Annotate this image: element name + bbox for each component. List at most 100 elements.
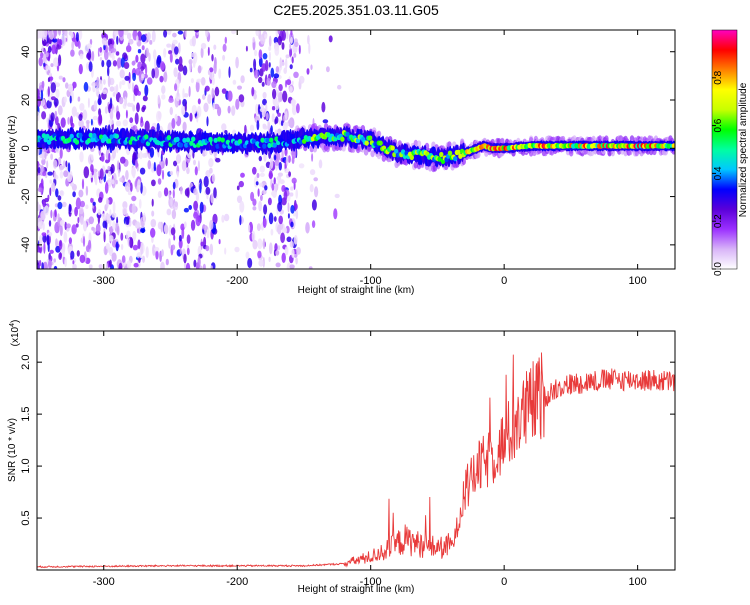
spectrogram-core-cell [400, 149, 406, 155]
spectrogram-noise-cell [63, 30, 68, 37]
spectrogram-noise-cell [70, 32, 74, 39]
spectrogram-noise-cell [278, 215, 284, 225]
spectrogram-noise-cell [177, 42, 181, 54]
spectrogram-noise-cell [160, 153, 163, 162]
spectrogram-noise-cell [214, 86, 220, 97]
spectrogram-noise-cell [66, 223, 71, 229]
spectrogram-noise-cell [314, 186, 319, 198]
spectrogram-noise-cell [223, 213, 230, 222]
spectrogram-noise-cell [131, 60, 136, 66]
spectrogram-noise-cell [204, 225, 207, 237]
snr-frame [36, 330, 676, 571]
spectrogram-noise-cell [44, 205, 49, 216]
spectrogram-noise-cell [261, 81, 265, 87]
spectrogram-noise-cell [92, 115, 98, 121]
spectrogram-noise-cell [249, 124, 255, 132]
spectrogram-noise-cell [295, 209, 299, 220]
spectrogram-noise-cell [52, 159, 58, 169]
spectrogram-noise-cell [337, 84, 342, 90]
spectrogram-noise-cell [190, 78, 194, 84]
spectrogram-noise-cell [262, 53, 268, 60]
spectrogram-noise-cell [306, 68, 310, 75]
spectrogram-noise-cell [277, 92, 281, 103]
spectrogram-core-cell [390, 145, 395, 151]
spectrogram-noise-cell [273, 154, 277, 161]
spectrogram-noise-cell [174, 201, 178, 208]
spectrogram-noise-cell [141, 153, 146, 159]
spectrogram-noise-cell [250, 191, 255, 202]
spectrogram-noise-cell [116, 225, 120, 236]
spectrogram-core-cell [378, 140, 383, 146]
spectrogram-noise-cell [90, 118, 93, 126]
spectrogram-noise-cell [111, 212, 117, 218]
spectrogram-noise-cell [85, 204, 89, 210]
spectrogram-noise-cell [318, 159, 323, 169]
spectrogram-noise-cell [151, 198, 154, 207]
spectrogram-noise-cell [237, 85, 242, 90]
spectrogram-noise-cell [191, 52, 196, 58]
spectrogram-noise-cell [200, 47, 204, 59]
spectrogram-noise-cell [108, 104, 111, 114]
spectrogram-noise-cell [183, 261, 187, 269]
spectrogram-halo-cell [325, 145, 330, 153]
spectrogram-noise-cell [126, 45, 132, 53]
spectrogram-noise-cell [194, 166, 198, 176]
spectrogram-noise-cell [283, 190, 288, 202]
spectrogram-noise-cell [64, 257, 67, 268]
spectrogram-noise-cell [58, 54, 62, 66]
spectrogram-noise-cell [182, 65, 188, 76]
snr-x-tick-label: -200 [226, 576, 248, 588]
spectrogram-noise-cell [108, 246, 114, 257]
spectrogram-noise-cell [110, 48, 117, 53]
spectrogram-core-cell [439, 151, 444, 158]
spectrogram-noise-cell [109, 77, 115, 86]
spectrogram-noise-cell [92, 84, 96, 93]
spectrogram-noise-cell [174, 46, 179, 55]
spectrogram-noise-cell [287, 202, 290, 213]
spectrogram-noise-cell [99, 168, 104, 181]
spectrogram-noise-cell [122, 119, 128, 127]
snr-scale-text: (x10 [10, 326, 21, 346]
spectrogram-y-tick-label: -40 [20, 237, 32, 253]
spectrogram-noise-cell [72, 260, 75, 265]
snr-panel: -300 -200 -100 0 100 0.5 1.0 1.5 2.0 Height of … [7, 320, 676, 595]
spectrogram-noise-cell [268, 51, 271, 62]
spectrogram-noise-cell [136, 35, 139, 43]
spectrogram-noise-cell [197, 98, 201, 105]
spectrogram-noise-cell [284, 246, 289, 256]
spectrogram-noise-cell [126, 260, 132, 269]
spectrogram-core-cell [40, 139, 45, 145]
spectrogram-noise-cell [125, 109, 128, 119]
spectrogram-noise-cell [207, 46, 210, 57]
spectrogram-noise-cell [77, 96, 81, 102]
spectrogram-noise-cell [71, 224, 77, 235]
spectrogram-noise-cell [107, 170, 112, 177]
spectrogram-noise-cell [224, 36, 227, 44]
spectrogram-noise-cell [200, 241, 204, 247]
spectrogram-noise-cell [172, 32, 177, 38]
spectrogram-noise-cell [91, 169, 94, 176]
spectrogram-noise-cell [156, 164, 162, 177]
spectrogram-noise-cell [174, 113, 178, 122]
spectrogram-noise-cell [289, 192, 294, 197]
spectrogram-noise-cell [285, 54, 290, 59]
spectrogram-noise-cell [205, 245, 210, 252]
spectrogram-core-cell [78, 132, 83, 138]
spectrogram-noise-cell [121, 79, 126, 86]
spectrogram-noise-cell [278, 84, 283, 92]
spectrogram-core-cell [225, 139, 231, 145]
spectrogram-noise-cell [277, 30, 281, 35]
spectrogram-noise-cell [268, 35, 272, 47]
spectrogram-noise-cell [48, 72, 53, 77]
spectrogram-core-cell [453, 156, 458, 162]
spectrogram-noise-cell [54, 209, 57, 218]
spectrogram-noise-cell [163, 187, 169, 197]
spectrogram-noise-cell [140, 228, 146, 233]
spectrogram-x-tick-label: -100 [360, 275, 382, 287]
spectrogram-noise-cell [141, 73, 145, 79]
spectrogram-noise-cell [132, 244, 139, 251]
spectrogram-noise-cell [65, 82, 69, 89]
spectrogram-noise-cell [183, 93, 189, 98]
spectrogram-noise-cell [274, 46, 280, 56]
spectrogram-core-cell [185, 137, 191, 143]
